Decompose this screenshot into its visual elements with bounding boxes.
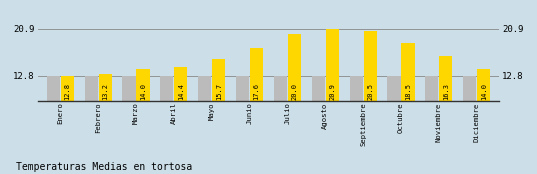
Text: 13.2: 13.2 (102, 83, 108, 100)
Text: 14.4: 14.4 (178, 83, 184, 100)
Text: 18.5: 18.5 (405, 83, 411, 100)
Bar (174, 67, 187, 101)
Bar (364, 31, 377, 101)
Bar (439, 56, 453, 101)
Text: 15.7: 15.7 (216, 83, 222, 100)
Bar (84, 76, 98, 101)
Bar (274, 76, 287, 101)
Text: 16.3: 16.3 (443, 83, 449, 100)
Bar (350, 76, 363, 101)
Bar (311, 76, 325, 101)
Text: 20.9: 20.9 (329, 83, 335, 100)
Text: Temperaturas Medias en tortosa: Temperaturas Medias en tortosa (16, 162, 192, 172)
Text: 20.5: 20.5 (367, 83, 373, 100)
Bar (122, 76, 136, 101)
Bar (250, 48, 263, 101)
Bar (325, 29, 339, 101)
Bar (198, 76, 212, 101)
Text: 20.0: 20.0 (292, 83, 297, 100)
Bar (387, 76, 401, 101)
Bar (401, 43, 415, 101)
Bar (98, 74, 112, 101)
Bar (463, 76, 476, 101)
Text: 14.0: 14.0 (140, 83, 146, 100)
Bar (425, 76, 439, 101)
Bar (47, 76, 60, 101)
Bar (136, 69, 150, 101)
Bar (477, 69, 490, 101)
Bar (160, 76, 173, 101)
Bar (61, 76, 74, 101)
Text: 12.8: 12.8 (64, 83, 70, 100)
Bar (236, 76, 249, 101)
Bar (212, 59, 226, 101)
Bar (288, 34, 301, 101)
Text: 14.0: 14.0 (481, 83, 487, 100)
Text: 17.6: 17.6 (253, 83, 259, 100)
